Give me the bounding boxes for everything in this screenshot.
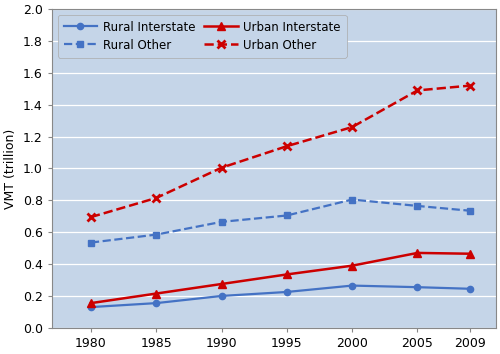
Urban Interstate xyxy=(218,282,224,286)
Urban Interstate xyxy=(349,263,355,268)
Urban Interstate xyxy=(153,291,159,296)
Rural Other xyxy=(218,220,224,224)
Rural Other xyxy=(284,213,290,218)
Urban Other xyxy=(218,166,224,170)
Rural Interstate xyxy=(284,290,290,294)
Urban Other xyxy=(466,84,472,88)
Line: Urban Interstate: Urban Interstate xyxy=(87,249,474,307)
Rural Other xyxy=(466,209,472,213)
Rural Interstate xyxy=(218,294,224,298)
Urban Interstate xyxy=(414,251,420,255)
Urban Other xyxy=(284,144,290,148)
Rural Other xyxy=(88,240,94,245)
Urban Interstate xyxy=(466,252,472,256)
Line: Urban Other: Urban Other xyxy=(87,81,474,221)
Rural Other xyxy=(414,204,420,208)
Urban Other xyxy=(349,125,355,129)
Legend: Rural Interstate, Rural Other, Urban Interstate, Urban Other: Rural Interstate, Rural Other, Urban Int… xyxy=(58,15,347,58)
Rural Interstate xyxy=(88,305,94,309)
Rural Other xyxy=(349,198,355,202)
Y-axis label: VMT (trillion): VMT (trillion) xyxy=(4,129,17,209)
Urban Other xyxy=(153,196,159,200)
Rural Interstate xyxy=(153,301,159,305)
Rural Interstate xyxy=(414,285,420,289)
Line: Rural Other: Rural Other xyxy=(88,196,473,246)
Urban Other xyxy=(88,215,94,219)
Rural Other xyxy=(153,233,159,237)
Urban Interstate xyxy=(88,301,94,305)
Rural Interstate xyxy=(466,287,472,291)
Urban Interstate xyxy=(284,272,290,276)
Urban Other xyxy=(414,88,420,92)
Line: Rural Interstate: Rural Interstate xyxy=(88,282,473,310)
Rural Interstate xyxy=(349,284,355,288)
